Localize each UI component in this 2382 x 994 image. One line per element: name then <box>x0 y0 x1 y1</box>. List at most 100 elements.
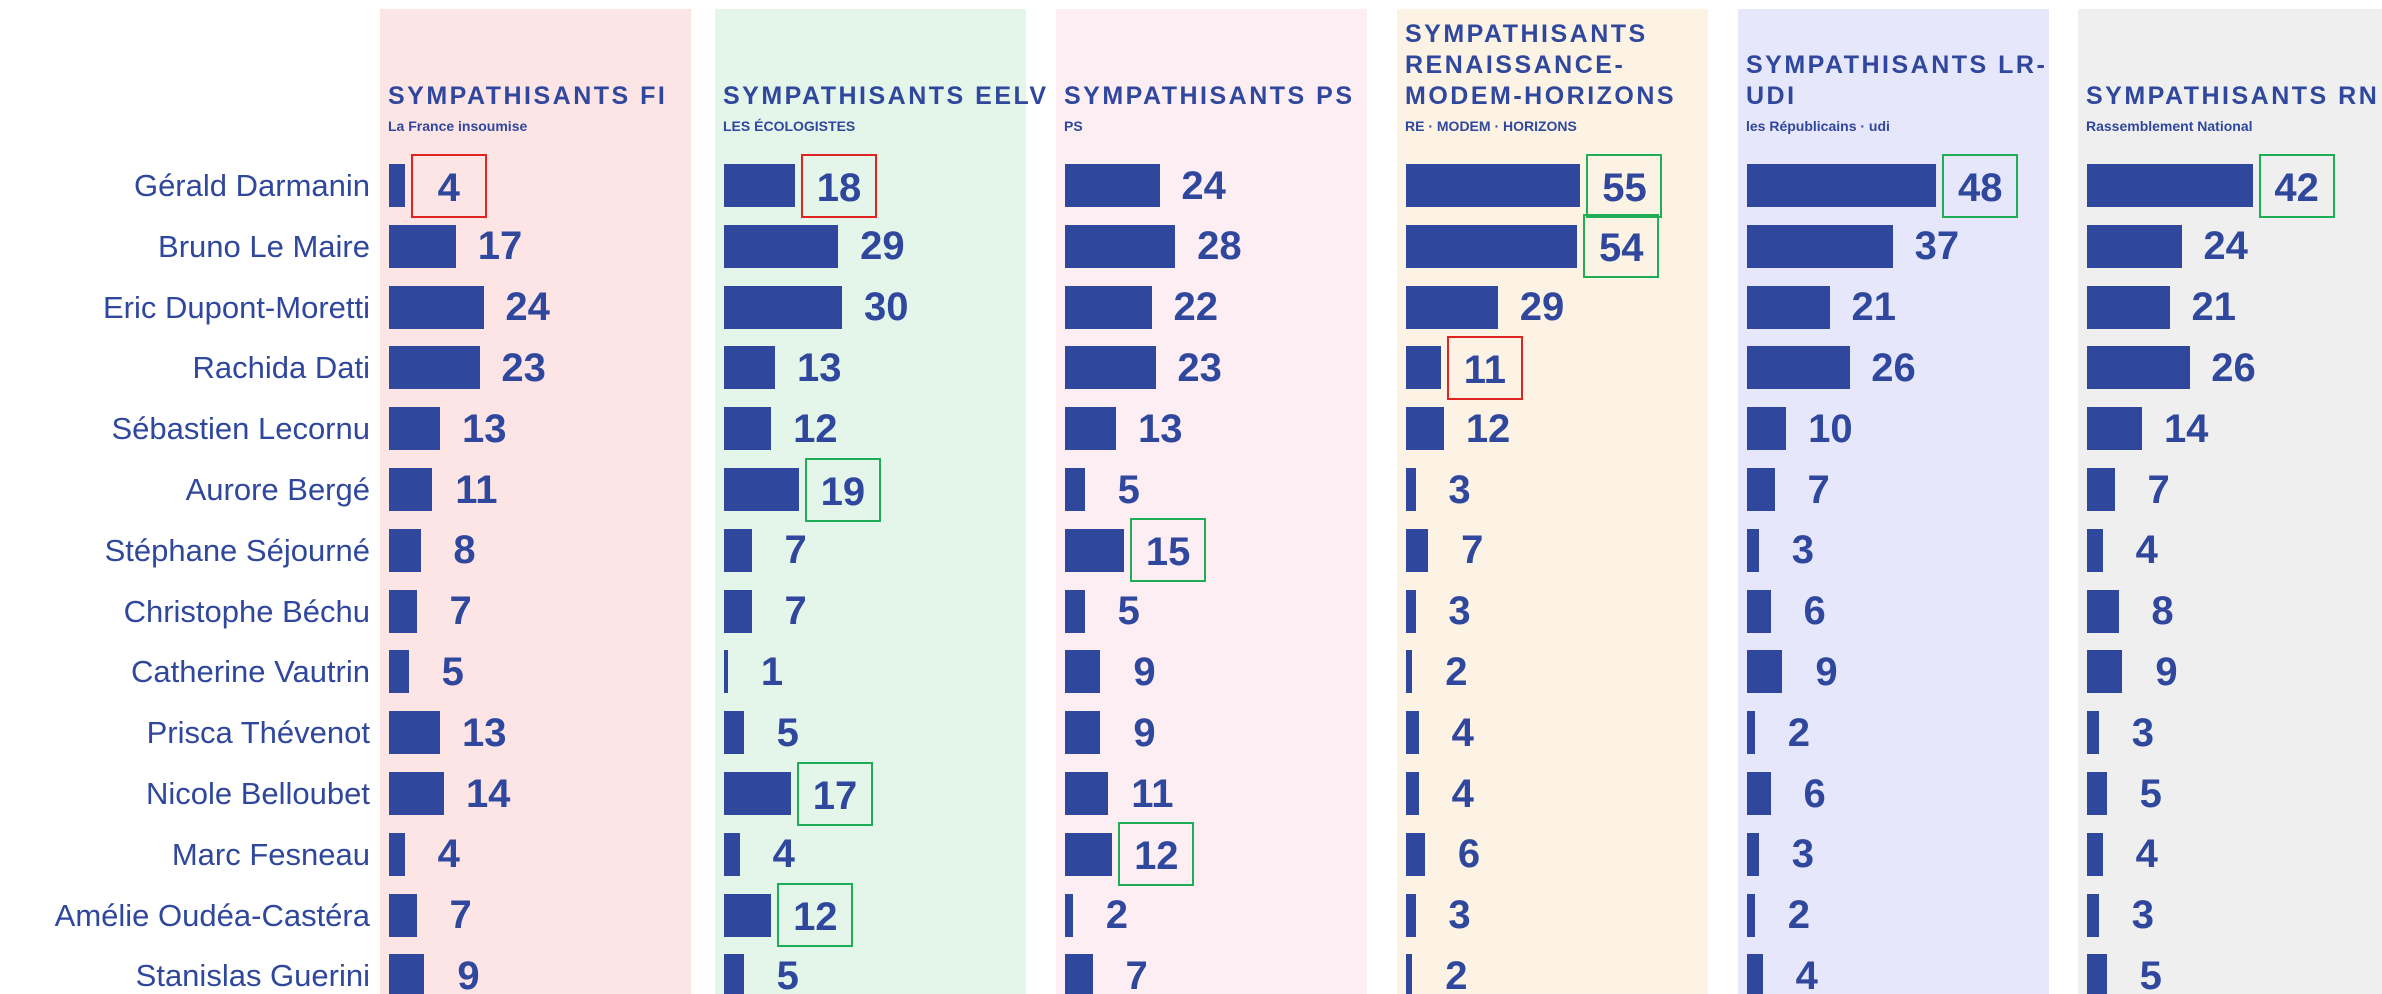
bar <box>1747 772 1771 815</box>
value-label: 4 <box>772 832 795 877</box>
bar <box>724 832 740 876</box>
bar <box>1406 650 1413 694</box>
value-label: 7 <box>784 589 807 634</box>
value-label: 10 <box>1808 406 1853 451</box>
bar <box>389 224 457 268</box>
value-label: 8 <box>2151 589 2174 634</box>
value-label: 5 <box>441 649 464 694</box>
value-label: 7 <box>2147 467 2170 512</box>
row-label: Sébastien Lecornu <box>111 411 370 447</box>
value-label: 3 <box>1448 589 1471 634</box>
value-label: 23 <box>501 345 546 390</box>
value-label: 9 <box>2155 649 2178 694</box>
value-label: 14 <box>465 771 511 816</box>
value-label: 5 <box>2139 771 2162 816</box>
bar <box>389 346 480 390</box>
value-label: 4 <box>2135 832 2158 877</box>
value-label: 13 <box>1138 406 1183 451</box>
value-label: 7 <box>449 893 472 938</box>
bar <box>389 650 409 694</box>
bar <box>1065 346 1156 390</box>
value-label: 11 <box>455 467 498 512</box>
bar <box>2087 224 2182 268</box>
value-label: 9 <box>457 953 480 994</box>
bar <box>724 468 799 511</box>
value-label: 3 <box>1791 832 1814 877</box>
value-label: 4 <box>1795 953 1818 994</box>
bar <box>1747 468 1775 511</box>
bar <box>1065 772 1109 815</box>
party-logo: La France insoumise <box>388 118 528 134</box>
row-label: Nicole Belloubet <box>145 776 370 811</box>
bar <box>1065 589 1085 633</box>
bar <box>1747 711 1755 755</box>
bar <box>389 711 441 755</box>
value-label: 22 <box>1173 285 1218 330</box>
value-label: 13 <box>797 345 842 390</box>
value-label: 3 <box>1448 467 1471 512</box>
value-label: 48 <box>1942 153 2019 218</box>
value-label: 3 <box>2131 893 2154 938</box>
bar <box>1747 650 1783 694</box>
bar <box>389 468 433 511</box>
bar <box>1747 407 1787 451</box>
value-label: 6 <box>1803 771 1826 816</box>
value-label: 6 <box>1457 832 1481 877</box>
value-label: 6 <box>1803 589 1826 634</box>
value-label: 37 <box>1914 224 1960 269</box>
value-label: 9 <box>1133 710 1156 755</box>
value-label: 21 <box>2191 285 2237 330</box>
bar <box>1065 285 1152 329</box>
value-label: 17 <box>797 761 874 826</box>
value-label: 7 <box>1807 467 1830 512</box>
bar <box>1065 224 1176 268</box>
value-label: 2 <box>1787 710 1810 755</box>
value-label: 24 <box>505 285 550 330</box>
value-label: 29 <box>860 224 905 269</box>
value-label: 12 <box>793 406 838 451</box>
value-label: 14 <box>2163 406 2209 451</box>
bar <box>1406 528 1429 572</box>
value-label: 24 <box>2203 224 2248 269</box>
bar <box>724 407 772 451</box>
bar <box>389 407 441 451</box>
bar <box>1406 346 1441 390</box>
value-label: 2 <box>1787 893 1810 938</box>
bar <box>2087 285 2170 329</box>
party-logo: les Républicains · udi <box>1746 118 1890 134</box>
bar <box>1747 528 1759 572</box>
bar <box>389 589 417 633</box>
bar <box>2087 346 2190 390</box>
value-label: 4 <box>1451 710 1474 755</box>
value-label: 5 <box>1117 467 1140 512</box>
bar <box>389 893 417 937</box>
bar <box>389 832 405 876</box>
value-label: 4 <box>410 153 487 218</box>
value-label: 30 <box>864 285 909 330</box>
bar <box>724 346 776 390</box>
bar <box>1065 954 1093 994</box>
value-label: 4 <box>1451 771 1474 816</box>
party-logo: LES ÉCOLOGISTES <box>723 118 856 134</box>
value-label: 29 <box>1519 285 1565 330</box>
value-label: 5 <box>2139 953 2162 994</box>
bar <box>724 589 752 633</box>
bar <box>1406 285 1498 329</box>
row-label: Stanislas Guerini <box>135 958 370 994</box>
panel-title: SYMPATHISANTS RN <box>2086 82 2380 110</box>
bar <box>2087 407 2143 451</box>
value-label: 5 <box>776 710 799 755</box>
value-label: 42 <box>2258 153 2335 218</box>
value-label: 13 <box>462 406 507 451</box>
bar <box>1747 893 1755 937</box>
bar <box>1065 164 1160 207</box>
row-label: Eric Dupont-Moretti <box>102 289 370 325</box>
bar <box>1406 954 1413 994</box>
bar <box>2087 832 2103 876</box>
panel-title: SYMPATHISANTS EELV <box>723 82 1049 110</box>
panel-title: SYMPATHISANTS FI <box>388 82 668 110</box>
row-label: Rachida Dati <box>192 350 370 386</box>
value-label: 17 <box>477 224 523 269</box>
bar <box>2087 468 2115 511</box>
bar <box>1747 164 1937 207</box>
